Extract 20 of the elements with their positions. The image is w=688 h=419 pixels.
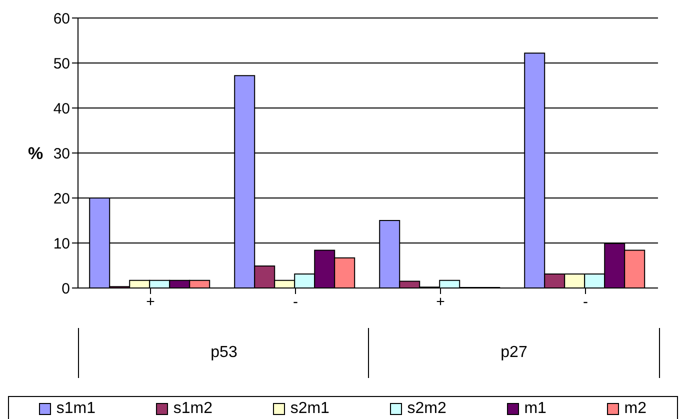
legend-label: m1 [524,400,546,418]
text: p27 [368,328,660,378]
legend-label: m2 [624,400,647,418]
legend-label: s2m2 [407,400,446,418]
y-tick-label: 50 [53,55,70,72]
legend-label: s2m1 [290,400,330,418]
x-tick-label: - [293,294,298,311]
y-tick-label: 40 [53,100,70,118]
x-tick-label: - [583,294,588,311]
y-tick-label: 20 [53,190,70,208]
text: p53 [78,328,369,378]
y-tick-label: 30 [53,145,70,162]
y-tick-label: 10 [53,235,70,252]
y-tick-label: 0 [62,280,70,298]
legend-label: s1m1 [56,400,96,418]
x-tick-label: + [436,294,446,311]
y-axis-title: % [28,144,44,164]
y-tick-label: 60 [53,10,70,28]
x-tick-label: + [146,294,156,311]
legend-label: s1m2 [173,400,212,418]
